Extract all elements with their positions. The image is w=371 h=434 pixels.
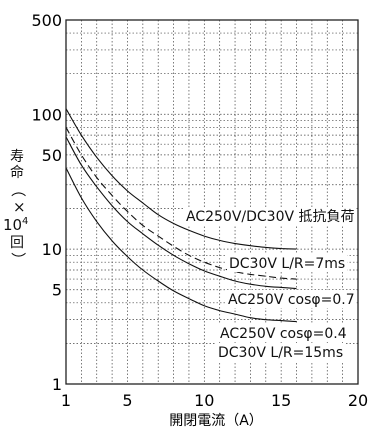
series-label-background: [218, 324, 349, 342]
series-label-background: [226, 290, 357, 308]
series-line: [65, 136, 297, 290]
ylabel-char: ×: [13, 198, 26, 216]
y-tick-label: 5: [52, 281, 62, 300]
y-tick-label: 1: [52, 375, 62, 394]
ylabel-char: 寿: [10, 149, 24, 165]
y-tick-label: 50: [42, 146, 62, 165]
series-label-background: [227, 254, 348, 272]
ylabel-char: 10: [3, 216, 23, 234]
series-labels: AC250V/DC30V 抵抗負荷 DC30V L/R=7ms AC250V cos…: [184, 207, 357, 361]
grid-lines: [66, 20, 358, 384]
y-tick-label: 100: [31, 105, 62, 124]
ylabel-char: 回: [10, 235, 24, 251]
x-tick-label: 20: [348, 391, 368, 410]
series-label: DC30V L/R=7ms: [229, 256, 345, 272]
series-label: AC250V cosφ=0.4: [220, 326, 347, 342]
ylabel-char: 命: [10, 165, 24, 181]
x-tick-label: 5: [122, 391, 132, 410]
series-label: AC250V cosφ=0.7: [228, 292, 355, 308]
x-tick-label: 15: [271, 391, 291, 410]
series-curves: [65, 108, 297, 323]
plot-frame: [65, 19, 359, 385]
plot-border: [65, 19, 359, 385]
y-tick-label: 10: [42, 240, 62, 259]
y-tick-label: 500: [31, 11, 62, 30]
series-label-background: [184, 207, 357, 225]
ylabel-char: 4: [22, 216, 29, 227]
series-label-background: [216, 343, 346, 361]
ylabel-char: ）: [9, 251, 28, 268]
series-line: [65, 108, 297, 250]
series-line: [65, 127, 297, 280]
series-line: [65, 167, 297, 323]
x-axis-label: 開閉電流（A）: [169, 413, 263, 429]
series-label: DC30V L/R=15ms: [218, 345, 343, 361]
ylabel-char: （: [9, 181, 28, 198]
x-tick-label: 10: [194, 391, 214, 410]
series-label: AC250V/DC30V 抵抗負荷: [186, 209, 355, 225]
x-tick-label: 1: [61, 391, 71, 410]
